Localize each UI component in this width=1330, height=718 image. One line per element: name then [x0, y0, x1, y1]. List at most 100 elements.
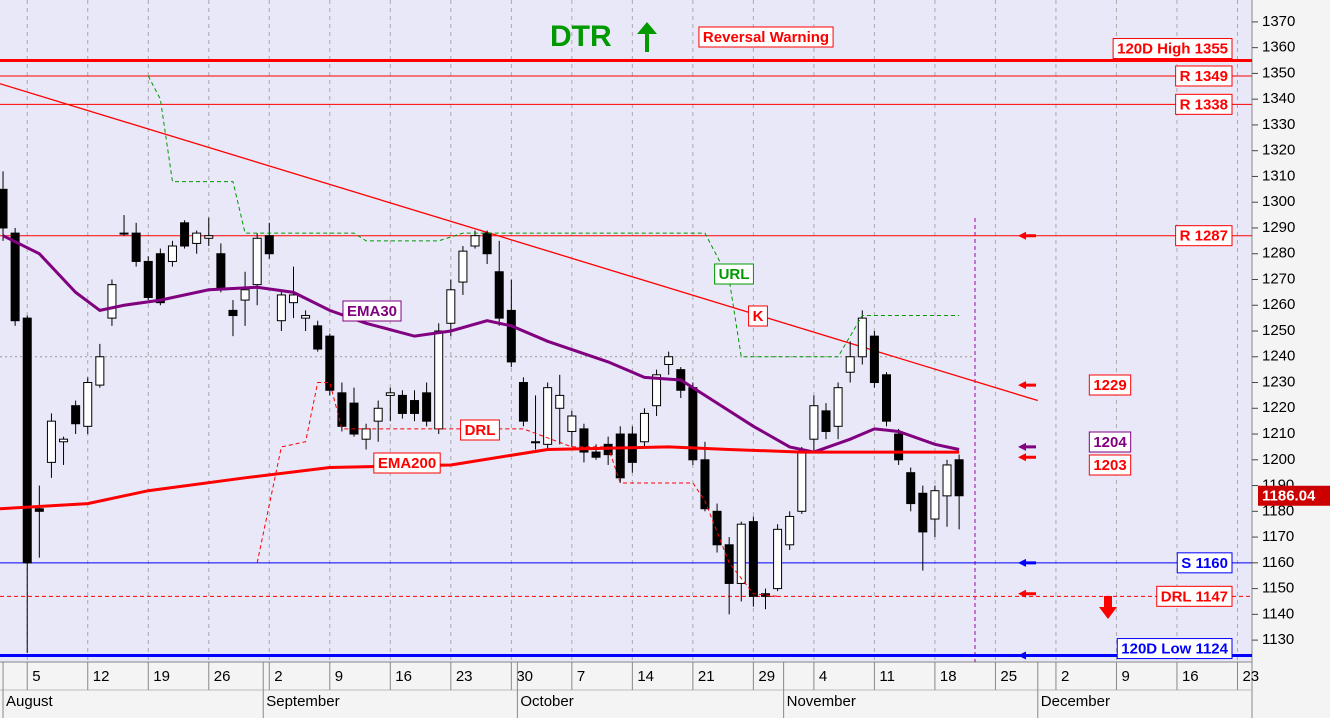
- candle-body: [639, 412, 649, 443]
- candle-body: [918, 492, 928, 533]
- candle-body: [506, 309, 516, 363]
- candle-body: [167, 245, 177, 262]
- down-arrow-icon: [1099, 596, 1117, 619]
- x-tick-label: 29: [758, 668, 775, 685]
- candle-body: [22, 317, 32, 564]
- candle-body: [349, 402, 359, 435]
- candle-body: [252, 237, 262, 286]
- y-tick-label: 1250: [1262, 322, 1295, 339]
- candle-body: [0, 188, 8, 229]
- candle-body: [482, 232, 492, 255]
- candle-body: [773, 528, 783, 590]
- candle-body: [422, 392, 432, 422]
- x-tick-label: 9: [1121, 668, 1129, 685]
- candle-body: [833, 387, 843, 427]
- candle-body: [204, 235, 214, 239]
- last-price-box: [1258, 485, 1330, 506]
- level-arrow: [1018, 651, 1036, 660]
- month-label: September: [266, 693, 339, 710]
- x-tick-label: 2: [1061, 668, 1069, 685]
- marker-label: 1203: [1093, 457, 1126, 474]
- y-tick-label: 1350: [1262, 64, 1295, 81]
- y-tick-label: 1160: [1262, 554, 1294, 571]
- label-box: [373, 452, 441, 474]
- candle-body: [700, 459, 710, 510]
- marker-label: 1229: [1093, 377, 1126, 394]
- x-tick-label: 18: [940, 668, 957, 685]
- x-tick-label: 25: [1000, 668, 1017, 685]
- label-box: [460, 419, 500, 441]
- y-tick-label: 1230: [1262, 373, 1295, 390]
- label-box: [1112, 38, 1233, 60]
- candle-body: [531, 441, 541, 444]
- candle-body: [857, 317, 867, 358]
- x-tick-label: 30: [516, 668, 533, 685]
- x-tick-label: 23: [1242, 668, 1259, 685]
- x-tick-label: 9: [335, 668, 343, 685]
- candle-body: [397, 394, 407, 414]
- candle-body: [385, 392, 395, 396]
- candle-body: [59, 438, 69, 443]
- candle-body: [954, 459, 964, 497]
- label: URL: [719, 266, 750, 283]
- candle-body: [470, 235, 480, 247]
- x-tick-label: 23: [456, 668, 473, 685]
- candle-body: [192, 232, 202, 244]
- month-label: November: [787, 693, 856, 710]
- y-tick-label: 1370: [1262, 13, 1295, 30]
- label: K: [753, 308, 764, 325]
- candle-body: [361, 428, 371, 440]
- label-box: [1088, 374, 1132, 396]
- label-box: [1156, 585, 1233, 607]
- x-tick-label: 5: [32, 668, 40, 685]
- candle-body: [494, 271, 504, 319]
- y-tick-label: 1220: [1262, 399, 1295, 416]
- candle-body: [301, 315, 311, 319]
- x-tick-label: 2: [274, 668, 282, 685]
- label-box: [1088, 454, 1132, 476]
- x-tick-label: 4: [819, 668, 827, 685]
- candle-body: [785, 515, 795, 546]
- x-tick-label: 16: [1182, 668, 1199, 685]
- candle-body: [882, 374, 892, 422]
- x-tick-label: 7: [577, 668, 585, 685]
- label: DRL: [465, 422, 496, 439]
- candle-body: [664, 356, 674, 365]
- overlay-line: [147, 75, 960, 358]
- candle-body: [458, 250, 468, 283]
- candle-body: [95, 356, 105, 386]
- level-arrow: [1018, 381, 1036, 390]
- y-tick-label: 1180: [1262, 502, 1294, 519]
- candle-body: [216, 253, 226, 291]
- candle-body: [180, 222, 190, 247]
- candle-body: [143, 260, 153, 299]
- label-box: [698, 26, 834, 48]
- y-tick-label: 1240: [1262, 348, 1295, 365]
- overlay-line: [0, 445, 960, 511]
- candle-body: [337, 392, 347, 427]
- candle-body: [313, 325, 323, 350]
- level-arrow: [1018, 453, 1036, 462]
- candle-body: [906, 472, 916, 505]
- candle-body: [652, 374, 662, 407]
- candle-body: [797, 451, 807, 512]
- candle-body: [543, 387, 553, 445]
- y-tick-label: 1150: [1262, 580, 1294, 597]
- y-tick-label: 1260: [1262, 296, 1295, 313]
- x-tick-label: 16: [395, 668, 412, 685]
- candle-body: [288, 294, 298, 304]
- label-box: [1176, 552, 1233, 574]
- label: 120D Low 1124: [1121, 641, 1228, 658]
- candle-body: [748, 521, 758, 597]
- candle-body: [83, 382, 93, 427]
- y-tick-label: 1340: [1262, 90, 1295, 107]
- marker-label: 1204: [1093, 434, 1127, 451]
- candle-body: [373, 407, 383, 422]
- candle-body: [930, 490, 940, 520]
- label-box: [1175, 65, 1233, 87]
- x-tick-label: 21: [698, 668, 715, 685]
- candle-body: [131, 232, 141, 262]
- candle-body: [615, 433, 625, 479]
- candle-body: [119, 232, 129, 235]
